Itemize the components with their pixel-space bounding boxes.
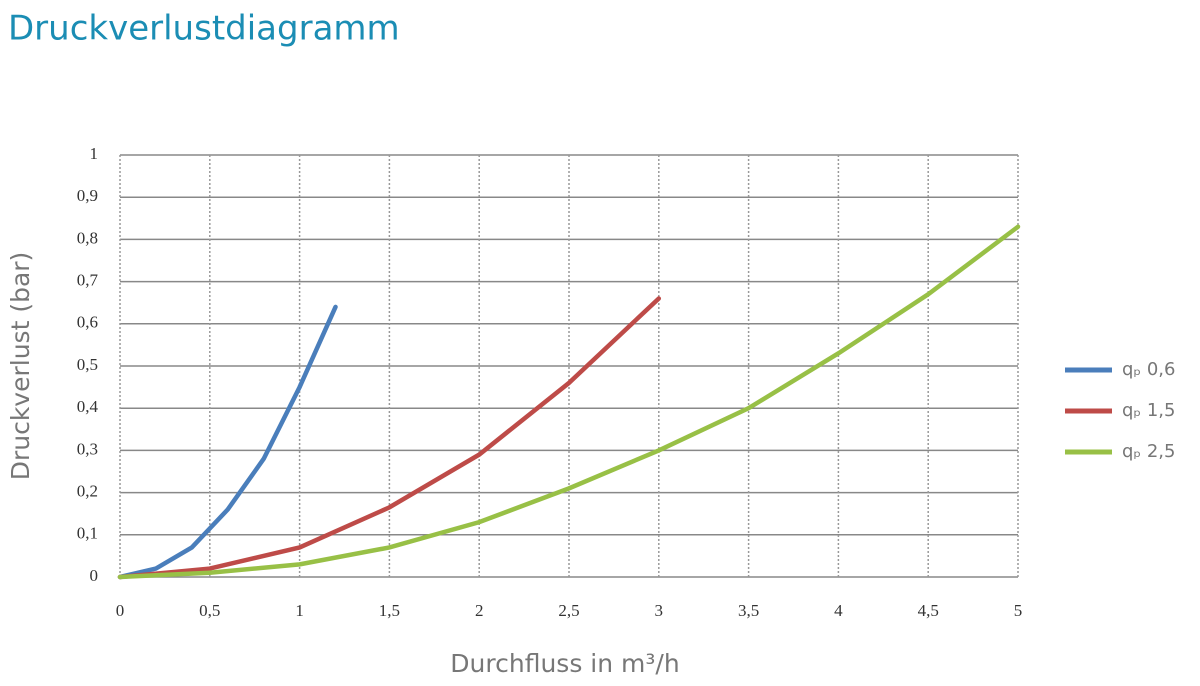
y-tick-label: 0,5 (77, 355, 98, 374)
x-tick-label: 4 (834, 601, 843, 620)
x-tick-label: 1,5 (379, 601, 400, 620)
x-tick-label: 2,5 (558, 601, 579, 620)
y-tick-label: 0 (90, 566, 99, 585)
y-tick-label: 0,1 (77, 524, 98, 543)
y-tick-label: 0,2 (77, 482, 98, 501)
x-axis-label: Durchfluss in m³/h (450, 649, 679, 678)
legend-label: qₚ 2,5 (1122, 441, 1175, 462)
y-tick-label: 0,6 (77, 313, 98, 332)
x-tick-label: 0,5 (199, 601, 220, 620)
series-line (117, 224, 1021, 580)
x-tick-label: 0 (116, 601, 125, 620)
x-tick-label: 3,5 (738, 601, 759, 620)
x-tick-label: 5 (1014, 601, 1023, 620)
legend-label: qₚ 1,5 (1122, 400, 1175, 421)
y-tick-label: 0,9 (77, 186, 98, 205)
y-tick-label: 0,3 (77, 439, 98, 458)
series-line (117, 304, 338, 580)
y-tick-label: 1 (90, 144, 99, 163)
chart-title: Druckverlustdiagramm (8, 9, 400, 49)
y-tick-label: 0,7 (77, 271, 99, 290)
series-line (117, 296, 662, 580)
x-tick-label: 2 (475, 601, 484, 620)
y-tick-label: 0,4 (77, 397, 99, 416)
legend-label: qₚ 0,6 (1122, 359, 1175, 380)
y-tick-label: 0,8 (77, 228, 98, 247)
x-tick-label: 4,5 (918, 601, 939, 620)
x-tick-label: 1 (295, 601, 304, 620)
x-tick-label: 3 (655, 601, 664, 620)
y-axis-label: Druckverlust (bar) (6, 252, 35, 481)
